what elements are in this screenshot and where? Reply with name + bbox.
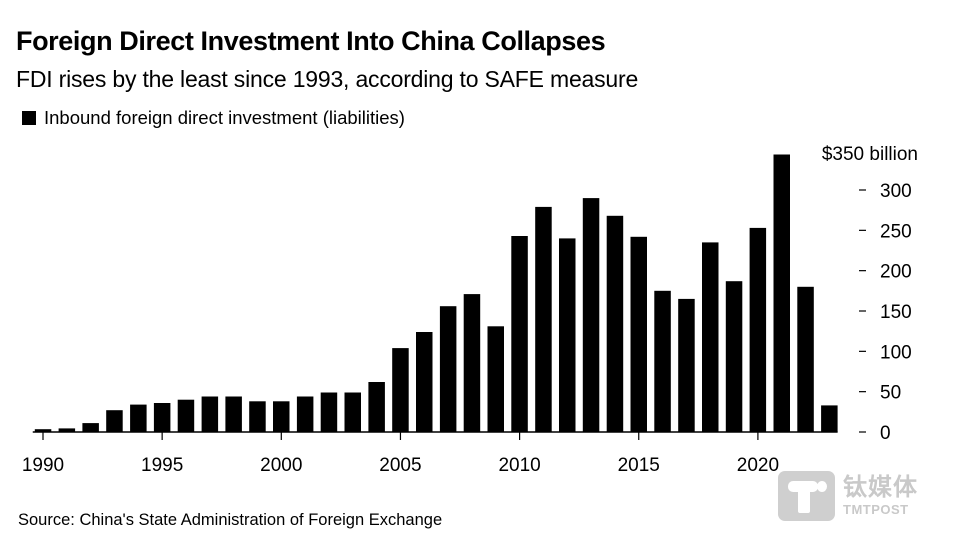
x-tick-label-2020: 2020 bbox=[737, 455, 779, 476]
bar-2009 bbox=[487, 326, 504, 432]
bar-2022 bbox=[797, 286, 814, 432]
bar-2013 bbox=[582, 198, 600, 432]
bar-2014 bbox=[606, 215, 624, 432]
y-tick-label-300: 300 bbox=[880, 181, 912, 202]
bar-2005 bbox=[392, 348, 409, 432]
bar-2000 bbox=[273, 401, 290, 432]
bar-2018 bbox=[702, 242, 719, 432]
bars-group bbox=[34, 154, 838, 432]
chart-title: Foreign Direct Investment Into China Col… bbox=[16, 26, 606, 56]
bar-2008 bbox=[463, 294, 481, 432]
bar-2012 bbox=[559, 238, 576, 432]
bar-2011 bbox=[535, 206, 552, 432]
y-axis-unit-label: $350 billion bbox=[822, 144, 918, 165]
x-tick-label-2005: 2005 bbox=[379, 455, 421, 476]
x-tick-label-2015: 2015 bbox=[618, 455, 660, 476]
legend-label: Inbound foreign direct investment (liabi… bbox=[44, 107, 405, 128]
y-ticks-group: 0 50 100 150 200 250 300 bbox=[859, 181, 912, 444]
y-tick-label-150: 150 bbox=[880, 302, 912, 323]
bar-1996 bbox=[177, 399, 195, 432]
legend: Inbound foreign direct investment (liabi… bbox=[16, 107, 405, 129]
bar-2001 bbox=[296, 396, 314, 432]
bar-1990 bbox=[34, 429, 52, 432]
bar-2006 bbox=[416, 332, 433, 432]
tmtpost-watermark: 钛媒体 TMTPOST bbox=[778, 471, 918, 521]
logo-text-en: TMTPOST bbox=[843, 502, 909, 517]
chart-subtitle: FDI rises by the least since 1993, accor… bbox=[16, 66, 639, 92]
bar-2023 bbox=[821, 405, 838, 432]
bar-1993 bbox=[106, 410, 123, 432]
x-tick-label-1995: 1995 bbox=[141, 455, 183, 476]
bar-2007 bbox=[439, 306, 457, 432]
bar-1991 bbox=[58, 428, 76, 432]
bar-1992 bbox=[82, 423, 99, 432]
bar-1994 bbox=[130, 404, 147, 432]
tmtpost-logo-icon bbox=[778, 471, 835, 521]
y-tick-label-0: 0 bbox=[880, 423, 891, 444]
bar-2004 bbox=[368, 382, 385, 432]
bar-2015 bbox=[630, 236, 647, 432]
bar-1995 bbox=[153, 403, 171, 432]
bar-2017 bbox=[678, 298, 695, 432]
y-tick-label-200: 200 bbox=[880, 262, 912, 283]
x-tick-label-2000: 2000 bbox=[260, 455, 302, 476]
bar-1998 bbox=[225, 396, 242, 432]
source-note: Source: China's State Administration of … bbox=[18, 511, 443, 529]
bar-2020 bbox=[749, 227, 767, 432]
x-tick-label-2010: 2010 bbox=[498, 455, 540, 476]
logo-text-cn: 钛媒体 bbox=[843, 474, 918, 501]
bar-2003 bbox=[344, 392, 361, 432]
bar-2002 bbox=[320, 392, 338, 432]
bar-1997 bbox=[201, 396, 219, 432]
legend-swatch bbox=[22, 111, 36, 125]
y-tick-label-250: 250 bbox=[880, 221, 912, 242]
x-tick-label-1990: 1990 bbox=[22, 455, 64, 476]
x-ticks-group: 1990 1995 2000 2005 2010 2015 2020 bbox=[22, 432, 779, 476]
y-tick-label-100: 100 bbox=[880, 342, 912, 363]
bar-2010 bbox=[511, 236, 528, 432]
bar-1999 bbox=[249, 401, 266, 432]
bar-2019 bbox=[725, 281, 743, 432]
bar-2016 bbox=[654, 290, 671, 432]
bar-2021 bbox=[773, 154, 790, 432]
y-tick-label-50: 50 bbox=[880, 383, 901, 404]
